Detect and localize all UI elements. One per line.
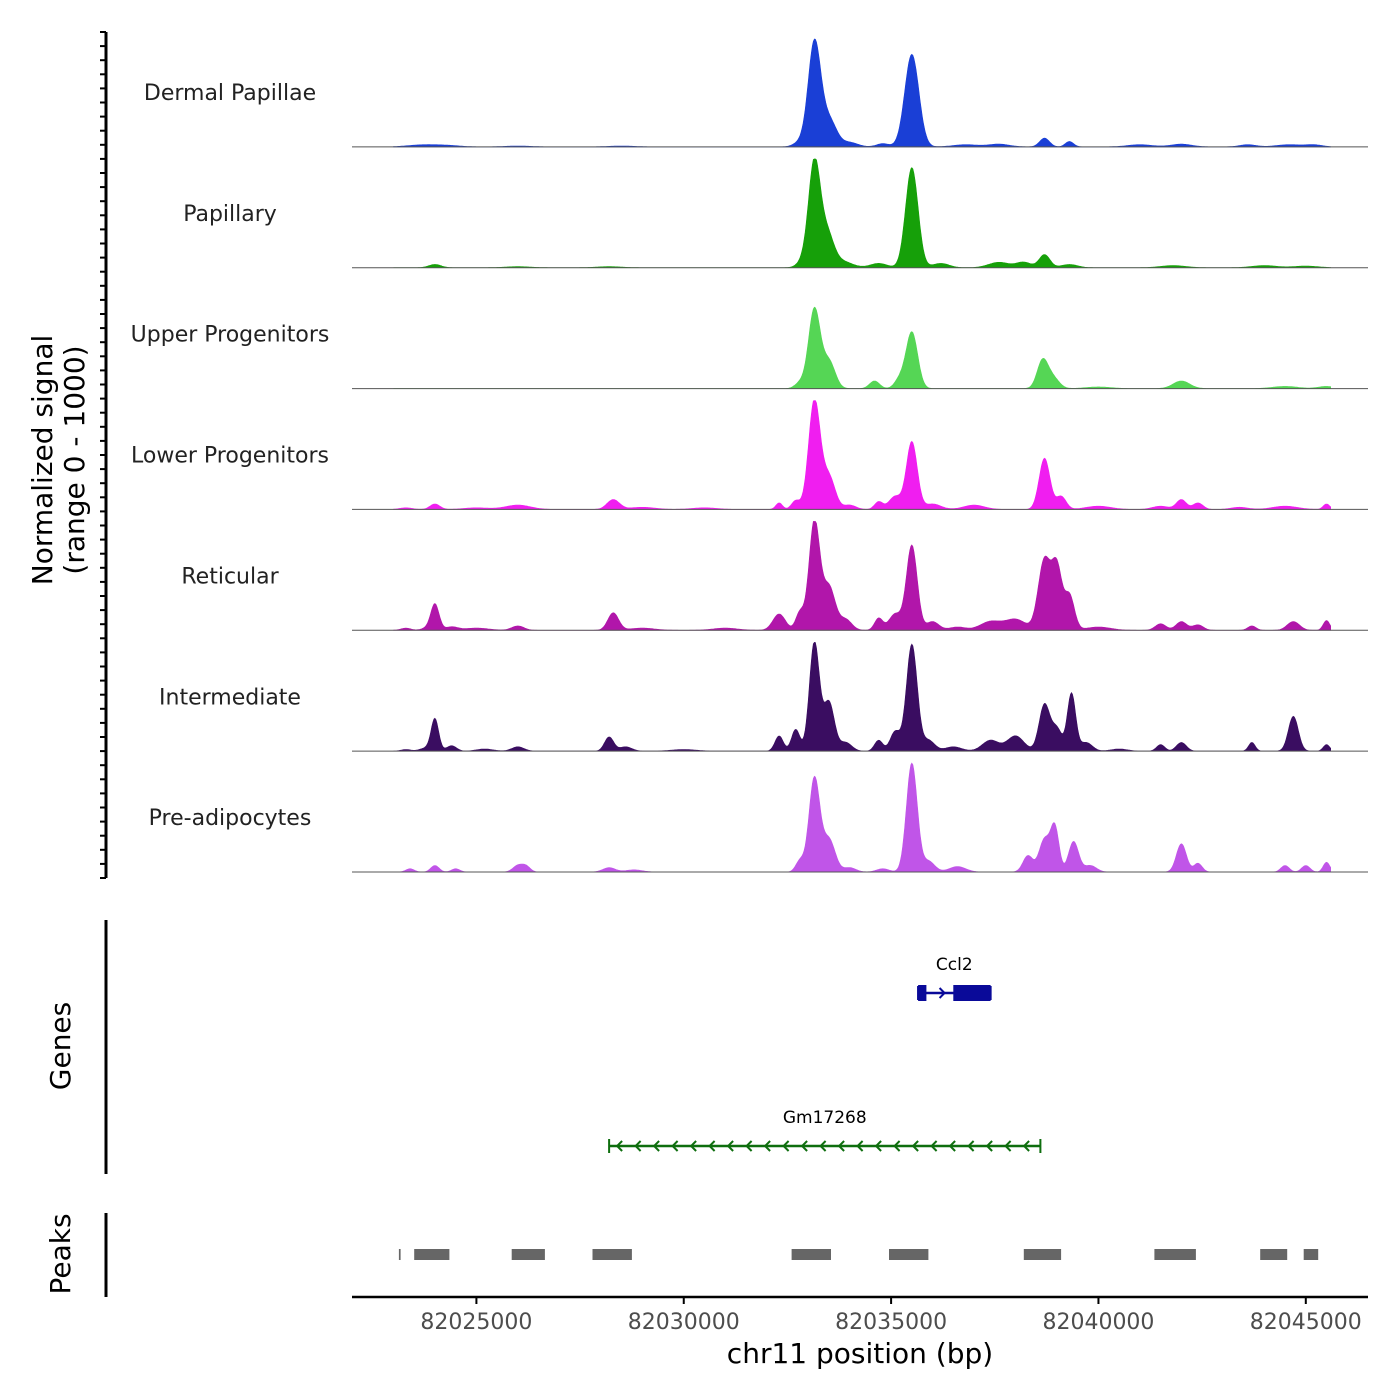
peak-region [592, 1249, 632, 1260]
gene-strand-arrow [938, 987, 946, 999]
gene-strand-arrow [763, 1140, 771, 1152]
coverage-track: Pre-adipocytes [149, 762, 1368, 873]
coverage-area [393, 400, 1331, 510]
coverage-track: Reticular [181, 521, 1368, 631]
gene-strand-arrow [726, 1140, 734, 1152]
x-axis-tick-label: 82035000 [835, 1310, 947, 1335]
genes-track: Ccl2 Gm17268 [104, 920, 1042, 1174]
gene-strand-arrow [615, 1140, 623, 1152]
coverage-track-label: Dermal Papillae [144, 81, 316, 106]
gene-strand-arrow [745, 1140, 753, 1152]
peak-region [1303, 1249, 1319, 1260]
gene-label: Gm17268 [783, 1108, 867, 1128]
gene-strand-arrow [652, 1140, 660, 1152]
coverage-y-axis-title-line1: Normalized signal [26, 335, 59, 586]
peak-region [1260, 1249, 1288, 1260]
gene-strand-arrow [911, 1140, 919, 1152]
coverage-track-label: Pre-adipocytes [149, 806, 312, 831]
coverage-track: Papillary [183, 158, 1368, 269]
gene-model: Gm17268 [608, 1108, 1042, 1153]
gene-strand-arrow [856, 1140, 864, 1152]
peak-region [414, 1249, 450, 1260]
gene-strand-arrow [689, 1140, 697, 1152]
gene-strand-arrow [634, 1140, 642, 1152]
gene-strand-arrow [782, 1140, 790, 1152]
coverage-area [393, 38, 1331, 148]
coverage-track-label: Lower Progenitors [131, 444, 329, 469]
peak-region [889, 1249, 929, 1260]
peaks-track-title: Peaks [44, 1213, 77, 1294]
peak-region [398, 1249, 401, 1260]
x-axis-tick-label: 82025000 [420, 1310, 532, 1335]
peak-region [511, 1249, 545, 1260]
gene-strand-arrow [671, 1140, 679, 1152]
gene-strand-arrow [930, 1140, 938, 1152]
coverage-track: Dermal Papillae [144, 38, 1368, 148]
x-axis-tick-label: 82045000 [1250, 1310, 1362, 1335]
gene-strand-arrow [708, 1140, 716, 1152]
gene-strand-arrow [819, 1140, 827, 1152]
coverage-track: Intermediate [159, 641, 1368, 752]
coverage-track-label: Upper Progenitors [131, 323, 330, 348]
peak-region [1023, 1249, 1062, 1260]
x-axis-tick-label: 82040000 [1042, 1310, 1154, 1335]
gene-strand-arrow [893, 1140, 901, 1152]
gene-exon [918, 985, 927, 1001]
gene-strand-arrow [985, 1140, 993, 1152]
coverage-area [393, 158, 1331, 268]
coverage-y-axis-title-line2: (range 0 - 1000) [58, 345, 91, 574]
x-axis-title: chr11 position (bp) [727, 1337, 993, 1370]
coverage-track-label: Papillary [183, 202, 277, 227]
coverage-track-label: Reticular [181, 564, 279, 589]
coverage-y-axis-title: Normalized signal (range 0 - 1000) [26, 335, 91, 586]
coverage-track: Lower Progenitors [131, 400, 1368, 510]
coverage-area [393, 521, 1331, 631]
coverage-track-label: Intermediate [159, 685, 301, 710]
gene-exon [953, 985, 991, 1001]
genes-track-title: Genes [44, 1002, 77, 1090]
gene-strand-arrow [800, 1140, 808, 1152]
coverage-area [393, 762, 1331, 873]
peak-region [1154, 1249, 1196, 1260]
peak-region [791, 1249, 831, 1260]
x-axis: 82025000 82030000 82035000 82040000 82045000 [352, 1295, 1368, 1335]
gene-model: Ccl2 [917, 955, 992, 1001]
x-axis-tick-label: 82030000 [628, 1310, 740, 1335]
coverage-area [393, 641, 1331, 752]
gene-strand-arrow [1004, 1140, 1012, 1152]
coverage-track: Upper Progenitors [131, 306, 1368, 390]
gene-strand-arrow [1022, 1140, 1030, 1152]
gene-strand-arrow [874, 1140, 882, 1152]
coverage-tracks: Dermal Papillae Papillary Upper Progenitor… [100, 31, 1368, 879]
gene-strand-arrow [948, 1140, 956, 1152]
gene-strand-arrow [967, 1140, 975, 1152]
coverage-area [393, 306, 1331, 389]
gene-strand-arrow [837, 1140, 845, 1152]
peaks-track [104, 1213, 1319, 1297]
gene-label: Ccl2 [936, 955, 973, 975]
